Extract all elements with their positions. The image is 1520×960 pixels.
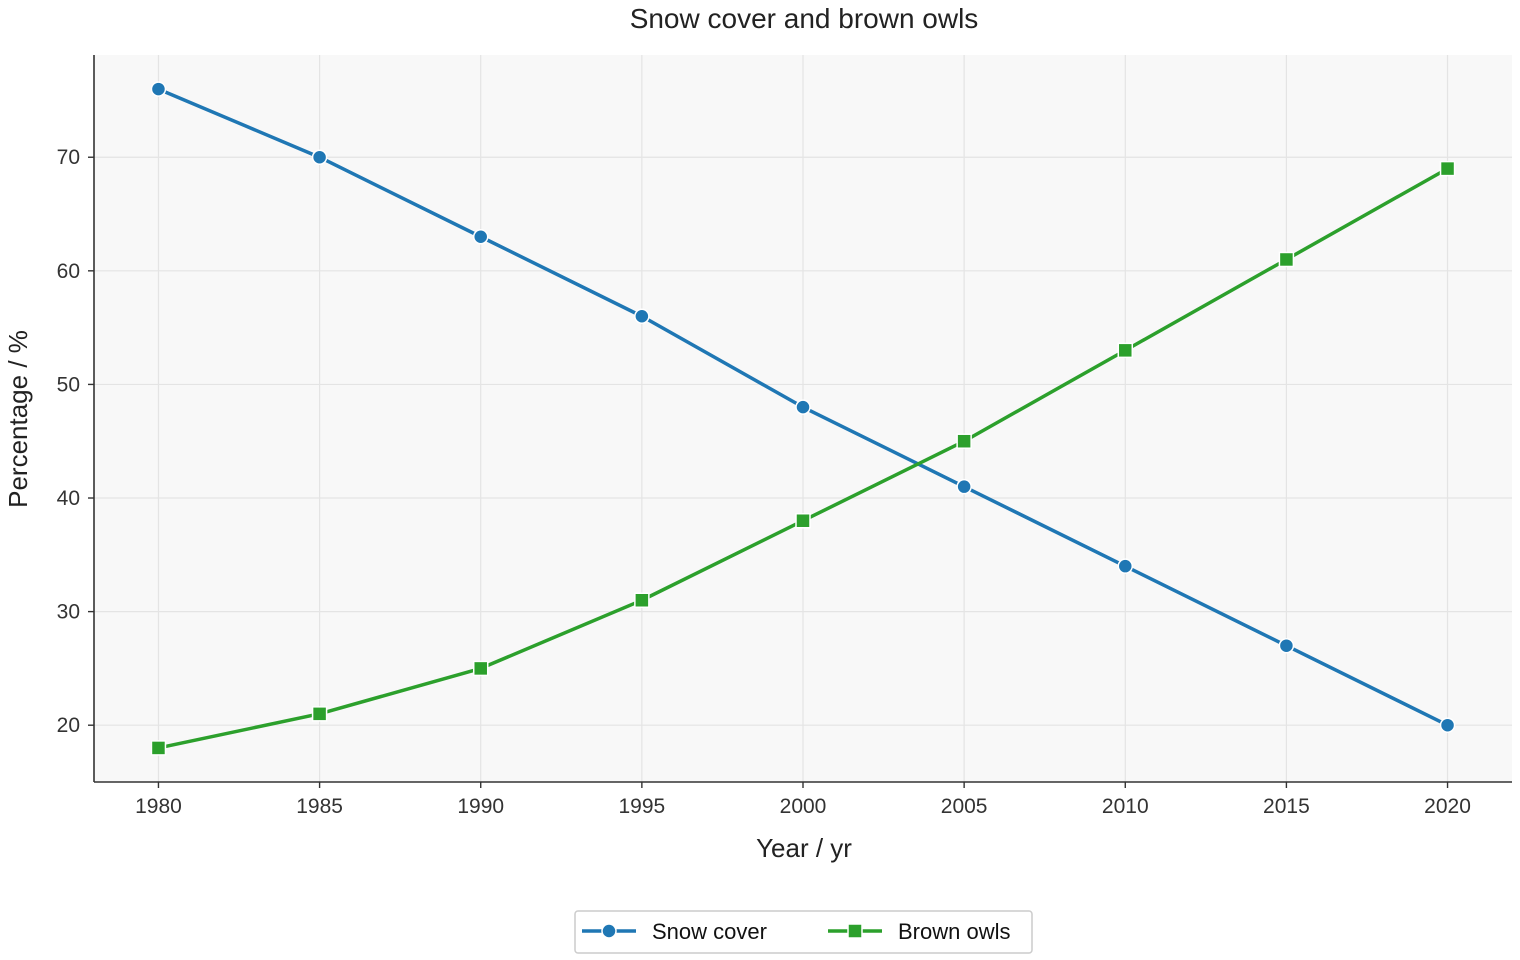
legend-marker-circle-icon	[601, 923, 617, 939]
data-point-brown-owls-2010	[1117, 342, 1134, 359]
data-point-snow-cover-1985	[311, 149, 328, 165]
x-tick-label-1980: 1980	[135, 795, 182, 818]
y-tick-label-50: 50	[57, 373, 80, 396]
y-tick-label-70: 70	[57, 146, 80, 169]
data-point-snow-cover-1980	[150, 81, 167, 97]
data-point-brown-owls-2020	[1439, 160, 1456, 177]
legend-label-brown-owls: Brown owls	[898, 919, 1010, 944]
x-axis-label: Year / yr	[756, 833, 852, 863]
chart-title: Snow cover and brown owls	[630, 3, 979, 34]
data-series	[150, 81, 1456, 756]
y-axis-label: Percentage / %	[3, 330, 33, 508]
legend-marker-square-icon	[847, 923, 863, 939]
data-point-snow-cover-1990	[472, 229, 489, 245]
data-point-brown-owls-1980	[150, 740, 167, 756]
legend-item-snow-cover: Snow cover	[582, 919, 767, 944]
x-tick-label-1985: 1985	[296, 795, 343, 818]
data-point-snow-cover-2005	[956, 478, 972, 495]
data-point-snow-cover-1995	[634, 308, 650, 325]
legend-label-snow-cover: Snow cover	[652, 919, 767, 944]
legend-item-brown-owls: Brown owls	[828, 919, 1010, 944]
data-point-brown-owls-2000	[795, 512, 811, 529]
data-point-brown-owls-2015	[1278, 251, 1295, 268]
y-tick-label-40: 40	[57, 487, 80, 510]
data-point-brown-owls-1985	[311, 706, 328, 722]
tick-labels: 1980 1985 1990 1995 2000 2005 2010 2015 20202030…	[57, 146, 1471, 818]
data-point-snow-cover-2010	[1117, 558, 1134, 574]
data-point-snow-cover-2020	[1439, 717, 1456, 733]
x-tick-label-2010: 2010	[1102, 795, 1149, 818]
data-point-snow-cover-2015	[1278, 637, 1295, 654]
x-tick-label-1995: 1995	[619, 795, 666, 818]
series-brown-owls	[150, 160, 1456, 756]
data-point-brown-owls-1995	[634, 592, 650, 608]
y-tick-label-60: 60	[57, 260, 80, 283]
legend: Snow cover Brown owls	[574, 910, 1033, 954]
x-tick-label-2000: 2000	[780, 795, 827, 818]
data-point-brown-owls-2005	[956, 433, 972, 449]
x-tick-label-2015: 2015	[1263, 795, 1310, 818]
data-point-brown-owls-1990	[472, 660, 489, 677]
legend-box	[574, 910, 1033, 954]
x-tick-label-2020: 2020	[1424, 795, 1471, 818]
x-tick-label-2005: 2005	[941, 795, 988, 818]
x-tick-label-1990: 1990	[457, 795, 504, 818]
series-snow-cover	[150, 81, 1456, 733]
y-tick-label-20: 20	[57, 714, 80, 737]
y-tick-label-30: 30	[57, 601, 80, 624]
data-point-snow-cover-2000	[795, 399, 811, 415]
